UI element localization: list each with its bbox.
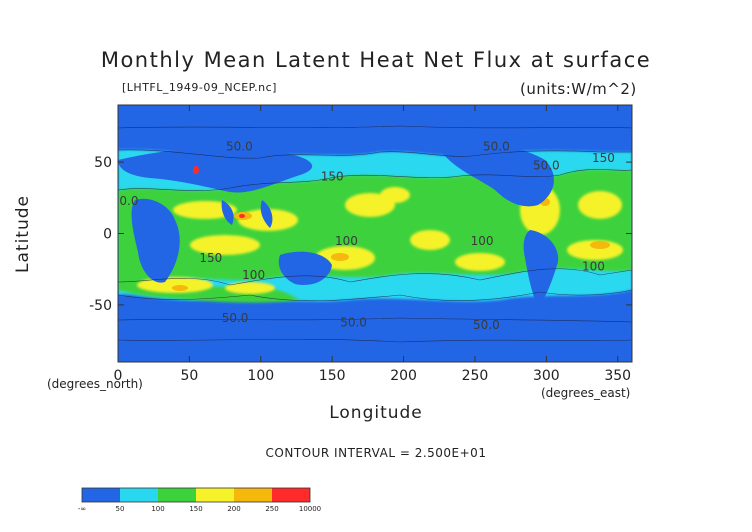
band-250-plus — [193, 166, 245, 218]
colorbar-swatch — [272, 488, 310, 502]
y-axis-unit: (degrees_north) — [47, 377, 143, 391]
x-tick-label: 50 — [180, 368, 198, 384]
x-tick-label: 200 — [390, 368, 417, 384]
contour-label: 50.0 — [222, 311, 249, 325]
contour-label: 100 — [582, 260, 605, 274]
contour-label: 150 — [321, 170, 344, 184]
contour-label: 50.0 — [340, 315, 367, 329]
y-axis-ticks: -50 0 50 — [89, 155, 632, 314]
colorbar-label: 10000 — [299, 505, 321, 513]
map-field: 50.0 50.0 50.0 50.0 150 150 100 100 100 100 150 50.… — [112, 105, 632, 362]
y-tick-label: -50 — [89, 298, 112, 314]
contour-interval-text: CONTOUR INTERVAL = 2.500E+01 — [265, 446, 487, 460]
colorbar: -∞ 50 100 150 200 250 10000 — [78, 487, 321, 513]
y-tick-label: 0 — [103, 227, 112, 243]
colorbar-label: -∞ — [78, 505, 86, 513]
contour-label: 100 — [471, 234, 494, 248]
contour-label: 50.0 — [533, 158, 560, 172]
contour-lines — [118, 125, 632, 343]
band-150-200 — [137, 185, 623, 294]
contour-label: 100 — [335, 234, 358, 248]
colorbar-swatch — [120, 488, 158, 502]
contour-label: 100 — [242, 268, 265, 282]
colorbar-label: 250 — [265, 505, 278, 513]
x-tick-label: 250 — [462, 368, 489, 384]
x-axis-ticks: 0 50 100 150 200 250 300 350 — [114, 105, 631, 384]
colorbar-label: 50 — [116, 505, 125, 513]
y-tick-label: 50 — [94, 155, 112, 171]
x-tick-label: 350 — [604, 368, 631, 384]
contour-label: 150 — [199, 251, 222, 265]
x-tick-label: 100 — [247, 368, 274, 384]
contour-label: 50.0 — [226, 140, 253, 154]
colorbar-label: 200 — [227, 505, 240, 513]
colorbar-swatch — [82, 488, 120, 502]
chart-title: Monthly Mean Latent Heat Net Flux at sur… — [100, 48, 652, 72]
contour-label: 150 — [592, 151, 615, 165]
colorbar-swatch — [196, 488, 234, 502]
x-axis-unit: (degrees_east) — [541, 386, 631, 400]
contour-label: 50.0 — [483, 140, 510, 154]
x-tick-label: 0 — [114, 368, 123, 384]
colorbar-frame — [81, 487, 311, 503]
contour-label: 50.0 — [112, 194, 139, 208]
colorbar-swatch — [158, 488, 196, 502]
x-axis-label: Longitude — [329, 403, 423, 423]
x-tick-label: 150 — [319, 368, 346, 384]
colorbar-label: 150 — [189, 505, 202, 513]
x-tick-label: 300 — [533, 368, 560, 384]
contour-labels: 50.0 50.0 50.0 50.0 150 150 100 100 100 100 150 50.… — [112, 140, 615, 332]
colorbar-label: 100 — [151, 505, 164, 513]
dataset-filename: [LHTFL_1949-09_NCEP.nc] — [122, 81, 277, 94]
contour-label: 50.0 — [473, 318, 500, 332]
units-label: (units:W/m^2) — [520, 80, 637, 98]
colorbar-swatch — [234, 488, 272, 502]
